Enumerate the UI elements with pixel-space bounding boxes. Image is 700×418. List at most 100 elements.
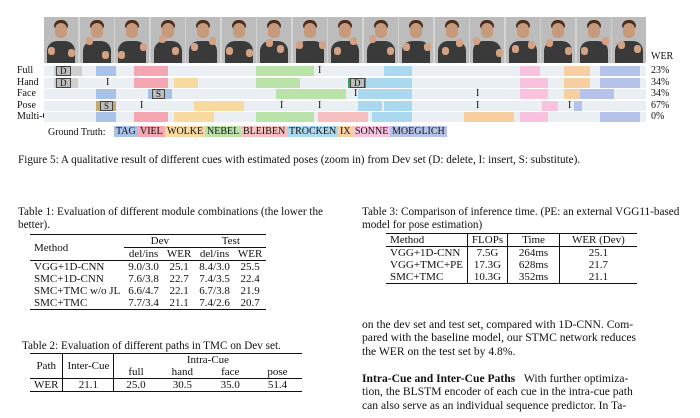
ground-truth-word: VIEL xyxy=(138,126,165,137)
segment xyxy=(96,112,116,122)
segment xyxy=(580,89,614,99)
segment xyxy=(600,66,640,76)
cue-label-hand: Hand xyxy=(17,77,39,88)
table-cell: SMC+TMC w/o JL xyxy=(34,285,121,297)
table1-subheader: del/ins xyxy=(199,248,230,260)
table3-header: Method xyxy=(390,234,425,246)
table-cell: 25.5 xyxy=(240,261,260,273)
segment xyxy=(384,101,412,111)
table-row: SMC+1D-CNN 7.6/3.8 22.7 7.4/3.5 22.4 xyxy=(30,273,266,285)
segment xyxy=(366,78,412,88)
table-cell: 35.0 xyxy=(220,379,240,391)
segment xyxy=(96,66,116,76)
table-cell: 20.7 xyxy=(240,297,260,309)
table1-subheader: WER xyxy=(166,248,192,260)
table-cell: 7.6/3.8 xyxy=(128,273,159,285)
prediction-row-multi-cue xyxy=(44,112,646,122)
table-cell: 9.0/3.0 xyxy=(128,261,159,273)
error-mark-delete: D xyxy=(56,66,71,76)
table-cell: 10.3G xyxy=(466,271,508,284)
video-frame xyxy=(151,17,185,63)
segment xyxy=(520,112,548,122)
table-cell: WER xyxy=(34,379,59,391)
segment xyxy=(600,112,640,122)
ground-truth-word: MOEGLICH xyxy=(390,126,447,137)
wer-value-face: 34% xyxy=(651,88,670,99)
segment xyxy=(574,101,582,111)
table1-subheader: WER xyxy=(237,248,263,260)
table-cell: VGG+1D-CNN xyxy=(390,247,461,259)
table1-header-method: Method xyxy=(34,241,69,254)
table-cell: SMC+TMC xyxy=(390,271,444,283)
text-line: pared with the baseline model, our STMC … xyxy=(362,331,636,345)
prediction-row-full: D I xyxy=(44,65,646,76)
table-cell: 21.9 xyxy=(240,285,260,297)
segment xyxy=(256,66,314,76)
table3-header: WER (Dev) xyxy=(558,233,637,247)
table2-subheader: hand xyxy=(171,366,194,378)
video-frame xyxy=(328,17,362,63)
ground-truth-label: Ground Truth: xyxy=(48,127,106,138)
table-cell: 30.5 xyxy=(172,379,192,391)
wer-value-pose: 67% xyxy=(651,100,670,111)
table-cell: 6.6/4.7 xyxy=(128,285,159,297)
ground-truth-word: BLEIBEN xyxy=(241,126,288,137)
table-cell: 22.7 xyxy=(169,273,189,285)
ground-truth-word: WOLKE xyxy=(165,126,206,137)
prediction-row-face: S I I xyxy=(44,88,646,99)
table1: Method Dev Test del/ins WER del/ins WER … xyxy=(30,234,267,310)
segment xyxy=(520,78,548,88)
error-mark-delete: D xyxy=(56,78,71,88)
table2: Path Inter-Cue Intra-Cue full hand face … xyxy=(30,353,302,392)
video-frame xyxy=(577,17,611,63)
table-cell: 17.3G xyxy=(466,259,508,271)
error-mark-insert: I xyxy=(354,88,358,99)
segment xyxy=(372,112,412,122)
video-frame xyxy=(506,17,540,63)
table-cell: 7.4/2.6 xyxy=(199,297,230,309)
wer-column-header: WER xyxy=(651,51,674,62)
text-line: can also serve as an individual sequence… xyxy=(362,398,627,412)
ground-truth-word: NEBEL xyxy=(205,126,242,137)
table3: Method FLOPs Time WER (Dev) VGG+1D-CNN 7… xyxy=(386,233,637,284)
cue-label-pose: Pose xyxy=(17,100,36,111)
table1-caption: Table 1: Evaluation of different module … xyxy=(18,206,324,231)
segment xyxy=(564,78,590,88)
segment xyxy=(358,89,412,99)
table-row: VGG+1D-CNN 7.5G 264ms 25.1 xyxy=(386,246,637,259)
video-frame xyxy=(541,17,575,63)
table2-subheader: full xyxy=(113,366,158,379)
table-row: WER 21.1 25.0 30.5 35.0 51.4 xyxy=(30,378,302,392)
segment xyxy=(358,101,382,111)
table-row: SMC+TMC 7.7/3.4 21.1 7.4/2.6 20.7 xyxy=(30,297,267,310)
error-mark-substitute: S xyxy=(100,101,114,111)
segment xyxy=(174,78,198,88)
table-cell: 7.5G xyxy=(466,246,508,259)
error-mark-insert: I xyxy=(476,88,480,99)
segment xyxy=(276,89,346,99)
text-line: tion, the BLSTM encoder of each cue in t… xyxy=(362,385,633,399)
cue-label-multi-cue: Multi-Cue xyxy=(17,111,59,122)
cue-label-face: Face xyxy=(17,88,36,99)
segment xyxy=(318,112,368,122)
table-cell: 22.4 xyxy=(240,273,260,285)
segment xyxy=(134,78,168,88)
table-cell: 25.1 xyxy=(558,246,637,259)
table-cell: 7.4/3.5 xyxy=(199,273,230,285)
video-frame xyxy=(435,17,469,63)
body-paragraph: on the dev set and test set, compared wi… xyxy=(362,318,692,358)
segment xyxy=(384,66,412,76)
table1-header-test: Test xyxy=(195,234,267,248)
wer-value-full: 23% xyxy=(651,65,670,76)
wer-value-multi-cue: 0% xyxy=(651,111,665,122)
text-line: the WER on the test set by 4.8%. xyxy=(362,344,516,358)
table-cell: VGG+1D-CNN xyxy=(34,261,105,273)
table-row: VGG+1D-CNN 9.0/3.0 25.1 8.4/3.0 25.5 xyxy=(30,261,266,274)
segment xyxy=(256,78,300,88)
wer-value-hand: 34% xyxy=(651,77,670,88)
text-line: on the dev set and test set, compared wi… xyxy=(362,318,634,331)
video-frame xyxy=(257,17,291,63)
video-frame xyxy=(470,17,504,63)
error-mark-insert: I xyxy=(106,77,110,88)
table3-caption: Table 3: Comparison of inference time. (… xyxy=(362,206,680,231)
